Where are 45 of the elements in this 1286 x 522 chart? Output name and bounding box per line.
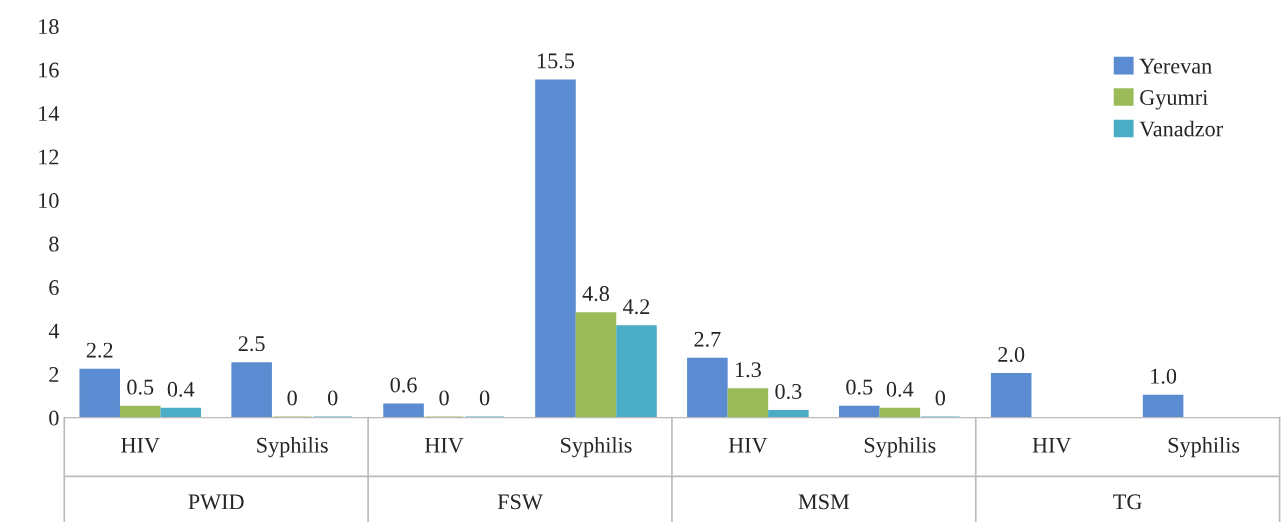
x-tick-label: Syphilis — [257, 437, 328, 458]
data-label: 2.5 — [238, 336, 265, 352]
y-tick-label: 16 — [39, 62, 59, 78]
text: PWID — [188, 494, 244, 510]
x-tick-label: Syphilis — [1168, 437, 1240, 458]
data-label: 15.5 — [537, 53, 575, 69]
data-label: 0 — [327, 390, 338, 406]
legend-label: Vanadzor — [1139, 120, 1223, 137]
x-tick-label: Syphilis — [864, 437, 936, 458]
data-label: 2.0 — [998, 346, 1025, 363]
text: TG — [1113, 494, 1142, 510]
x-tick-label: Syphilis — [561, 437, 632, 458]
data-label: 2.2 — [86, 342, 113, 358]
text: FSW — [497, 494, 543, 510]
data-label: 0.5 — [127, 379, 154, 395]
data-label: 4.8 — [582, 286, 610, 302]
data-label: 0.6 — [390, 377, 417, 393]
data-label: 0.5 — [846, 379, 873, 395]
y-tick-label: 10 — [39, 193, 59, 209]
data-label: 1.3 — [735, 362, 761, 378]
x-tick-label: HIV — [1032, 437, 1072, 453]
y-tick-label: 12 — [39, 149, 59, 165]
legend-label: Gyumri — [1140, 90, 1208, 110]
y-tick-label: 4 — [48, 323, 60, 339]
data-label: 0.3 — [775, 383, 802, 400]
data-label: 0 — [439, 390, 449, 406]
x-tick-label: HIV — [728, 437, 768, 453]
data-label: 4.2 — [623, 299, 650, 315]
y-tick-label: 0 — [49, 410, 59, 426]
data-label: 0.4 — [167, 381, 195, 397]
text: MSM — [798, 494, 850, 510]
y-tick-label: 18 — [39, 19, 59, 35]
data-label: 0 — [479, 390, 490, 406]
data-label: 0 — [287, 390, 297, 406]
y-tick-label: 6 — [49, 280, 59, 296]
data-label: 0.4 — [886, 381, 914, 397]
data-label: 1.0 — [1151, 368, 1177, 384]
y-tick-label: 8 — [49, 236, 59, 252]
y-tick-label: 2 — [49, 367, 59, 382]
x-tick-label: HIV — [121, 437, 160, 453]
y-tick-label: 14 — [39, 106, 60, 121]
data-label: 2.7 — [694, 331, 721, 347]
data-label: 0 — [935, 390, 946, 406]
legend-label: Yerevan — [1139, 58, 1212, 74]
x-tick-label: HIV — [424, 437, 464, 453]
